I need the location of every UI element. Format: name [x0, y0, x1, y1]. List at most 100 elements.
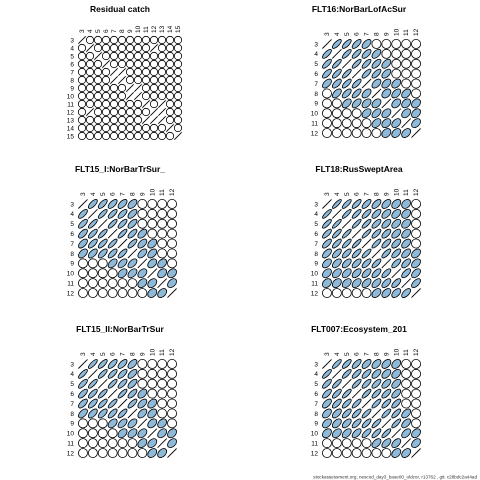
correlation-circle: [147, 208, 158, 219]
panel-title: FLT007:Ecosystem_201: [311, 324, 407, 334]
correlation-circle: [109, 83, 119, 93]
correlation-circle: [381, 48, 392, 59]
correlation-ellipse: [381, 58, 392, 69]
correlation-circle: [147, 388, 158, 399]
row-tick-label: 8: [314, 251, 318, 258]
panel-title: FLT18:RusSweptArea: [315, 164, 402, 174]
correlation-line: [411, 448, 421, 458]
correlation-ellipse: [322, 418, 332, 429]
correlation-ellipse: [351, 428, 362, 439]
correlation-circle: [361, 118, 372, 129]
correlation-circle: [133, 35, 143, 45]
correlation-ellipse: [157, 268, 168, 279]
correlation-ellipse: [117, 378, 128, 389]
correlation-circle: [157, 238, 168, 249]
correlation-ellipse: [322, 428, 332, 439]
correlation-ellipse: [322, 248, 332, 259]
column-tick-label: 13: [159, 25, 166, 33]
correlation-circle: [85, 131, 95, 141]
correlation-circle: [173, 107, 183, 117]
correlation-ellipse: [351, 48, 362, 59]
correlation-ellipse: [381, 359, 392, 369]
correlation-circle: [133, 115, 143, 125]
correlation-ellipse: [127, 428, 138, 439]
correlation-circle: [117, 99, 127, 109]
column-tick-label: 9: [139, 352, 146, 356]
correlation-circle: [127, 438, 138, 449]
row-tick-label: 6: [314, 71, 318, 78]
correlation-ellipse: [401, 228, 412, 239]
correlation-circle: [93, 131, 103, 141]
column-tick-label: 10: [393, 348, 400, 356]
correlation-ellipse: [127, 268, 138, 279]
correlation-ellipse: [391, 78, 402, 89]
correlation-line: [150, 116, 158, 124]
correlation-circle: [85, 75, 95, 85]
column-tick-label: 5: [100, 352, 107, 356]
correlation-circle: [165, 35, 175, 45]
column-tick-label: 6: [110, 352, 117, 356]
correlation-circle: [85, 115, 95, 125]
row-tick-label: 9: [70, 261, 74, 268]
column-tick-label: 5: [344, 192, 351, 196]
correlation-ellipse: [391, 128, 402, 138]
correlation-ellipse: [391, 199, 402, 209]
correlation-ellipse: [371, 218, 382, 229]
row-tick-label: 4: [314, 51, 318, 58]
correlation-circle: [391, 58, 402, 69]
column-tick-label: 10: [393, 28, 400, 36]
correlation-circle: [137, 208, 148, 219]
correlation-ellipse: [361, 359, 372, 369]
correlation-circle: [167, 408, 178, 419]
correlation-circle: [87, 288, 98, 299]
correlation-ellipse: [137, 238, 148, 249]
correlation-circle: [173, 35, 183, 45]
correlation-circle: [97, 268, 108, 279]
row-tick-label: 4: [70, 45, 74, 52]
correlation-circle: [133, 123, 143, 133]
column-tick-label: 10: [149, 188, 156, 196]
correlation-line: [371, 248, 382, 259]
column-tick-label: 12: [413, 188, 420, 196]
correlation-ellipse: [351, 98, 362, 109]
correlation-ellipse: [117, 388, 128, 399]
correlation-ellipse: [401, 258, 412, 269]
correlation-ellipse: [391, 218, 402, 229]
column-tick-label: 12: [413, 348, 420, 356]
correlation-line: [126, 84, 134, 92]
correlation-circle: [77, 131, 87, 141]
correlation-ellipse: [351, 208, 362, 219]
column-tick-label: 11: [159, 189, 166, 196]
correlation-ellipse: [117, 368, 128, 379]
correlation-ellipse: [391, 248, 402, 259]
correlation-line: [166, 124, 174, 132]
correlation-ellipse: [341, 238, 352, 249]
correlation-circle: [93, 115, 103, 125]
correlation-ellipse: [322, 238, 332, 249]
correlation-ellipse: [341, 258, 352, 269]
correlation-circle: [157, 358, 168, 369]
correlation-circle: [147, 358, 158, 369]
correlation-circle: [141, 107, 151, 117]
correlation-ellipse: [97, 228, 108, 239]
correlation-ellipse: [117, 228, 128, 239]
correlation-ellipse: [341, 368, 352, 379]
correlation-circle: [165, 83, 175, 93]
correlation-ellipse: [157, 448, 168, 458]
row-tick-label: 10: [67, 271, 75, 278]
panel-title: FLT15_I:NorBarTrSur_: [75, 164, 165, 174]
column-tick-label: 6: [110, 192, 117, 196]
row-tick-label: 5: [314, 221, 318, 228]
correlation-circle: [97, 278, 108, 289]
column-tick-label: 7: [364, 352, 371, 356]
correlation-circle: [411, 68, 422, 79]
correlation-ellipse: [351, 258, 362, 269]
correlation-circle: [77, 438, 88, 449]
column-tick-label: 10: [393, 188, 400, 196]
correlation-circle: [77, 51, 87, 61]
correlation-circle: [147, 218, 158, 229]
correlation-line: [331, 208, 342, 219]
correlation-ellipse: [381, 368, 392, 379]
column-tick-label: 3: [324, 192, 331, 196]
